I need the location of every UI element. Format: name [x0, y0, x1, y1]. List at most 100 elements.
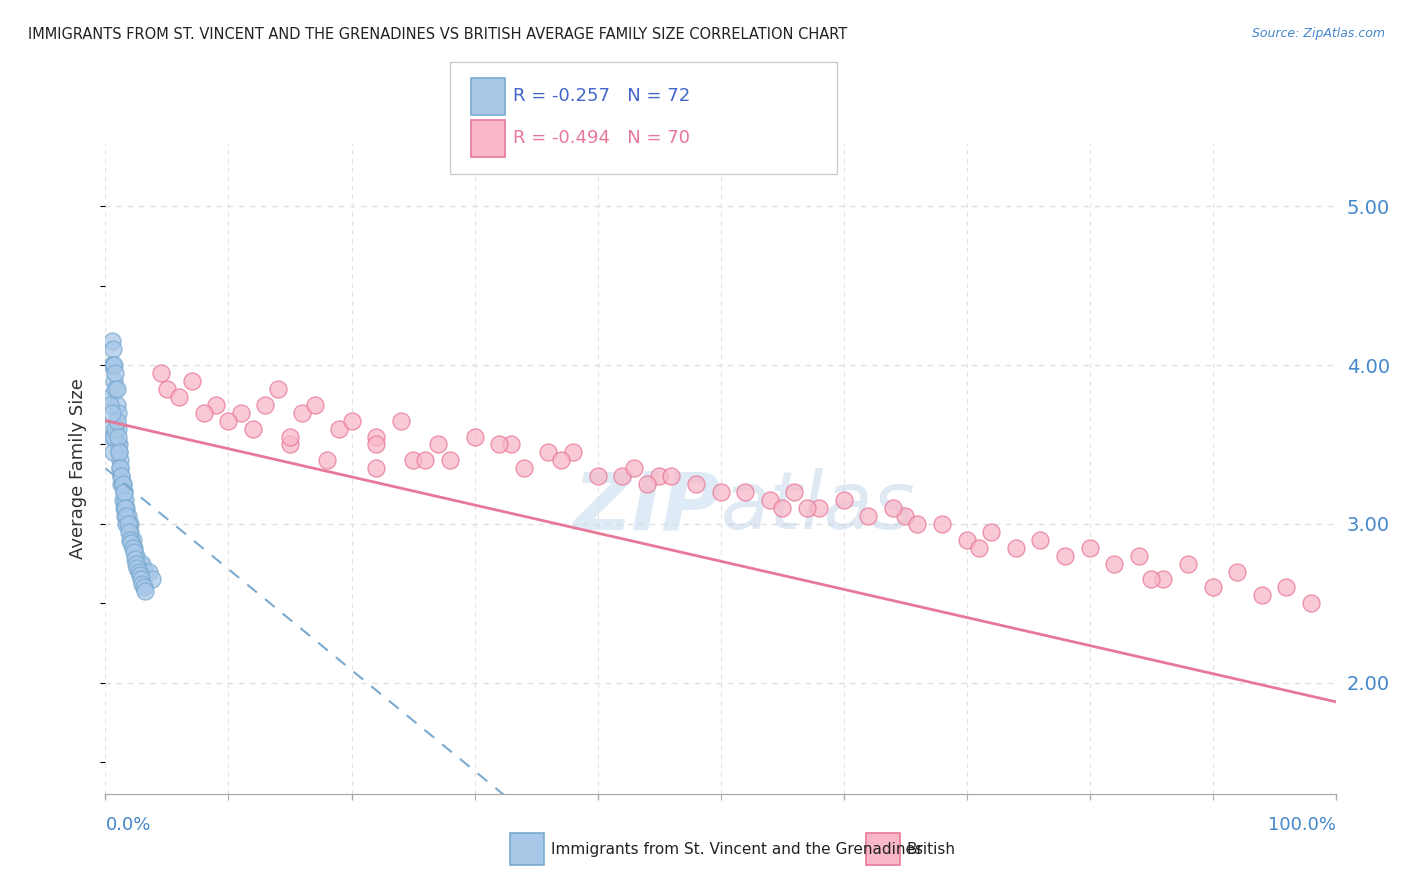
Point — [980, 524, 1002, 539]
Point — [112, 485, 135, 500]
Point — [229, 406, 252, 420]
Point — [149, 366, 172, 380]
Point — [205, 398, 228, 412]
Point — [110, 469, 132, 483]
Point — [685, 477, 707, 491]
Point — [121, 533, 143, 547]
Text: R = -0.257   N = 72: R = -0.257 N = 72 — [513, 87, 690, 105]
Text: IMMIGRANTS FROM ST. VINCENT AND THE GRENADINES VS BRITISH AVERAGE FAMILY SIZE CO: IMMIGRANTS FROM ST. VINCENT AND THE GREN… — [28, 27, 848, 42]
Point — [180, 374, 202, 388]
Point — [389, 414, 412, 428]
Text: 100.0%: 100.0% — [1268, 816, 1336, 834]
Point — [832, 493, 855, 508]
Point — [366, 461, 388, 475]
Point — [111, 493, 134, 508]
Point — [117, 508, 139, 523]
Text: Source: ZipAtlas.com: Source: ZipAtlas.com — [1251, 27, 1385, 40]
Point — [1054, 549, 1077, 563]
Point — [105, 398, 128, 412]
Point — [278, 429, 301, 443]
Point — [1078, 541, 1101, 555]
Point — [120, 536, 142, 550]
Point — [103, 429, 125, 443]
Point — [907, 516, 929, 531]
Text: 0.0%: 0.0% — [105, 816, 150, 834]
Point — [138, 565, 160, 579]
Point — [125, 549, 148, 563]
Point — [115, 501, 138, 516]
Point — [537, 445, 560, 459]
Point — [648, 469, 671, 483]
Point — [121, 541, 143, 555]
Point — [108, 445, 131, 459]
Point — [1251, 588, 1274, 602]
Point — [122, 545, 145, 559]
Text: British: British — [907, 842, 956, 856]
Point — [439, 453, 461, 467]
Point — [107, 437, 129, 451]
Text: atlas: atlas — [721, 468, 915, 547]
Point — [132, 581, 155, 595]
Point — [278, 437, 301, 451]
Point — [100, 406, 122, 420]
Point — [112, 485, 135, 500]
Point — [110, 469, 132, 483]
Point — [1004, 541, 1026, 555]
Point — [120, 516, 141, 531]
Point — [110, 477, 132, 491]
Point — [242, 421, 264, 435]
Point — [304, 398, 326, 412]
Point — [98, 398, 122, 412]
Point — [1104, 557, 1126, 571]
Point — [267, 382, 290, 396]
Point — [291, 406, 314, 420]
Point — [366, 437, 388, 451]
Point — [661, 469, 683, 483]
Point — [112, 501, 135, 516]
Point — [114, 501, 136, 516]
Point — [1140, 573, 1163, 587]
Point — [550, 453, 572, 467]
Point — [1201, 581, 1223, 595]
Point — [402, 453, 425, 467]
Point — [734, 485, 756, 500]
Point — [120, 533, 141, 547]
Point — [107, 429, 129, 443]
Point — [118, 524, 141, 539]
Point — [98, 390, 122, 404]
Point — [636, 477, 658, 491]
Point — [315, 453, 337, 467]
Point — [104, 366, 127, 380]
Point — [169, 390, 191, 404]
Point — [114, 493, 136, 508]
Point — [103, 374, 125, 388]
Point — [108, 437, 131, 451]
Point — [101, 445, 124, 459]
Point — [894, 508, 917, 523]
Text: Immigrants from St. Vincent and the Grenadines: Immigrants from St. Vincent and the Gren… — [551, 842, 924, 856]
Point — [956, 533, 979, 547]
Point — [586, 469, 609, 483]
Point — [122, 541, 145, 555]
Point — [134, 583, 156, 598]
Point — [623, 461, 645, 475]
Point — [1128, 549, 1150, 563]
Point — [120, 533, 142, 547]
Point — [103, 358, 125, 372]
Point — [770, 501, 793, 516]
Point — [141, 573, 163, 587]
Point — [1029, 533, 1052, 547]
Point — [131, 577, 153, 591]
Point — [513, 461, 536, 475]
Point — [366, 429, 388, 443]
Point — [134, 565, 156, 579]
Point — [110, 461, 132, 475]
Point — [110, 453, 132, 467]
Text: R = -0.494   N = 70: R = -0.494 N = 70 — [513, 129, 690, 147]
Point — [783, 485, 806, 500]
Point — [111, 477, 134, 491]
Point — [101, 342, 124, 356]
Point — [124, 551, 146, 566]
Point — [562, 445, 585, 459]
Point — [117, 516, 139, 531]
